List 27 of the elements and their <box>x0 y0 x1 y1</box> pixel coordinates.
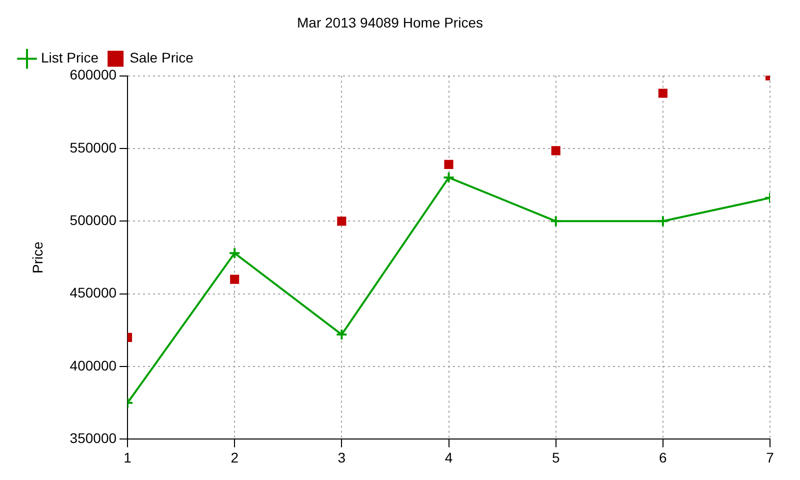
legend-label: Sale Price <box>130 50 194 66</box>
y-tick-label: 400000 <box>70 357 117 374</box>
x-tick-label: 2 <box>230 449 239 466</box>
point <box>551 146 560 156</box>
point <box>444 160 454 170</box>
legend-label: List Price <box>41 50 99 66</box>
point <box>337 216 346 226</box>
y-tick-label: 500000 <box>70 212 117 228</box>
y-tick-label: 600000 <box>70 66 117 83</box>
point <box>230 274 240 284</box>
y-tick-label: 450000 <box>70 284 117 301</box>
x-tick-label: 4 <box>444 449 453 466</box>
y-tick-label: 350000 <box>70 430 117 446</box>
point <box>658 88 668 98</box>
x-tick-label: 7 <box>766 449 774 466</box>
y-tick-label: 550000 <box>70 139 117 156</box>
x-tick-label: 3 <box>338 449 346 466</box>
point <box>228 247 241 260</box>
x-tick-label: 5 <box>552 449 560 466</box>
point <box>336 328 348 341</box>
x-tick-label: 1 <box>124 449 132 466</box>
y-axis-title: Price <box>29 241 46 274</box>
x-tick-label: 6 <box>659 449 668 466</box>
point <box>656 215 669 228</box>
chart-title: Mar 2013 94089 Home Prices <box>297 14 483 30</box>
point <box>550 215 562 228</box>
point <box>442 172 455 184</box>
